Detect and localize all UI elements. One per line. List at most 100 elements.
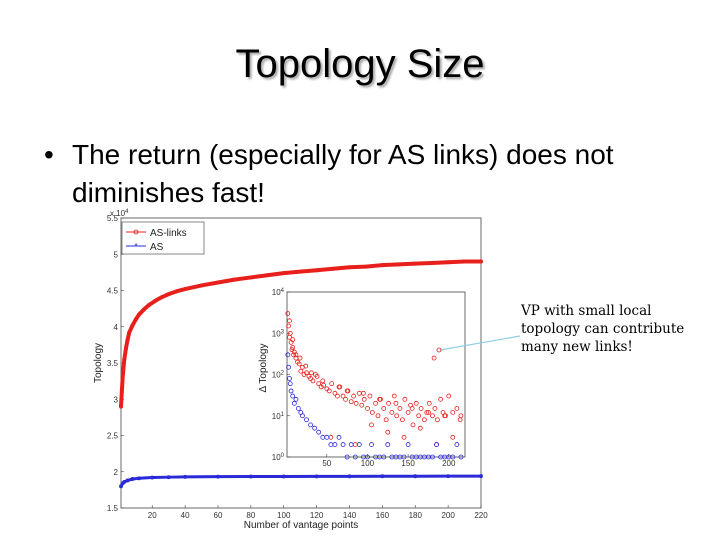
main-y-tick-label: 3.5 <box>107 359 119 368</box>
inset-point-as-links <box>391 393 397 399</box>
annotation-text: VP with small local topology can contrib… <box>521 303 685 355</box>
inset-point-as-links <box>454 406 460 411</box>
main-series-point-as-links <box>123 346 128 351</box>
inset-point-as <box>365 454 370 460</box>
inset-point-as-links <box>310 378 316 384</box>
main-series-point-as <box>281 474 286 479</box>
inset-point-as <box>340 442 346 447</box>
main-series-point-as-links <box>122 357 127 362</box>
inset-point-as-links <box>308 376 313 381</box>
inset-point-as-links <box>344 388 350 394</box>
inset-point-as-links <box>405 410 411 415</box>
inset-point-as <box>430 454 435 460</box>
main-series-point-as-links <box>125 337 130 342</box>
main-series-point-as-links <box>153 298 158 303</box>
main-series-point-as-links <box>331 266 336 271</box>
inset-point-as-links <box>297 355 303 361</box>
main-series-point-as <box>119 484 123 489</box>
inset-point-as-links <box>457 417 463 423</box>
main-y-tick-label: 4 <box>114 323 119 332</box>
main-series-point-as-links <box>127 330 132 335</box>
slide-title: Topology Size <box>235 42 485 86</box>
inset-point-as-links <box>442 413 448 419</box>
inset-point-as <box>308 422 313 428</box>
inset-point-as-links <box>410 422 416 428</box>
main-x-ticks: 20 40 60 80 100 120 140 160 180 200 220 <box>148 505 488 520</box>
inset-point-as <box>405 442 411 447</box>
callout-line <box>439 335 521 351</box>
inset-point-as-links <box>343 396 348 402</box>
inset-point-as-links <box>296 361 302 367</box>
inset-point-as-links <box>450 434 456 440</box>
inset-point-as-links <box>421 417 427 423</box>
inset-point-as <box>336 434 342 440</box>
main-series-point-as-links <box>199 283 204 288</box>
inset-point-as-links <box>383 417 389 423</box>
legend-as-links-marker <box>133 229 139 235</box>
main-series-point-as-links <box>166 292 171 297</box>
inset-point-as <box>344 454 350 460</box>
inset-point-as-links <box>409 406 415 411</box>
main-series-point-as-links <box>142 307 146 312</box>
inset-y-tick-label: 100 <box>272 453 285 462</box>
inset-point-as-links <box>326 388 332 394</box>
inset-point-as-links <box>359 402 365 408</box>
inset-point-as-links <box>321 382 326 388</box>
main-x-tick-label: 220 <box>474 511 488 520</box>
inset-y-tick-label: 104 <box>272 288 285 297</box>
main-series-point-as-links <box>429 261 434 265</box>
main-series-point-as <box>314 474 319 479</box>
inset-point-as-links <box>432 406 438 411</box>
main-series-point-as-links <box>232 277 237 282</box>
main-series-group <box>119 259 483 489</box>
inset-point-as-links <box>290 345 296 350</box>
main-series-point-as-links <box>130 323 135 328</box>
inset-x-ticks: 50 100 150 200 <box>322 454 456 468</box>
main-series-point-as <box>479 474 483 479</box>
inset-x-tick-label: 50 <box>322 459 331 468</box>
main-series-point-as-links <box>174 289 179 294</box>
main-series-point-as-links <box>119 404 123 409</box>
main-series-point-as-links <box>160 295 165 299</box>
inset-point-as-links <box>334 393 340 399</box>
main-x-tick-label: 100 <box>277 511 291 520</box>
main-series-point-as-links <box>281 271 286 276</box>
legend: AS-links * AS <box>121 221 205 255</box>
main-series-point-as-links <box>479 259 483 264</box>
main-series-point-as-links <box>298 269 303 274</box>
inset-point-as-links <box>367 393 373 399</box>
inset-point-as <box>312 425 318 431</box>
main-series-point-as <box>137 476 142 481</box>
legend-as-marker: * <box>134 242 137 251</box>
inset-point-as-links <box>386 400 391 406</box>
main-x-tick-label: 60 <box>214 511 223 520</box>
inset-point-as-links <box>291 352 296 358</box>
inset-point-as <box>290 393 296 399</box>
main-series-point-as <box>380 474 385 479</box>
inset-point-as-links <box>287 318 292 324</box>
inset-point-as <box>287 381 293 387</box>
main-series-point-as-links <box>216 280 220 285</box>
inset-point-as-links <box>361 396 367 402</box>
main-x-tick-label: 120 <box>310 511 324 520</box>
main-x-tick-label: 20 <box>148 511 157 520</box>
main-x-tick-label: 160 <box>376 511 390 520</box>
main-series-point-as-links <box>265 273 270 278</box>
inset-point-as-links <box>332 390 338 396</box>
inset-point-as <box>352 454 358 460</box>
main-series-point-as-links <box>133 317 138 322</box>
inset-y-ticks: 100 101 102 103 104 <box>272 288 290 462</box>
inset-x-tick-label: 200 <box>442 459 456 468</box>
inset-point-as-links <box>304 370 309 376</box>
main-series-point-as-links <box>248 275 253 280</box>
inset-point-as-links <box>381 406 387 411</box>
main-y-tick-label: 2.5 <box>107 432 119 441</box>
inset-point-as-links <box>401 434 407 440</box>
inset-point-as-links <box>450 410 456 415</box>
inset-point-as <box>287 376 292 381</box>
main-y-tick-label: 5 <box>114 250 119 259</box>
main-series-point-as-links <box>462 259 467 264</box>
main-series-point-as-links <box>363 264 368 269</box>
inset-point-as-links <box>373 400 378 406</box>
